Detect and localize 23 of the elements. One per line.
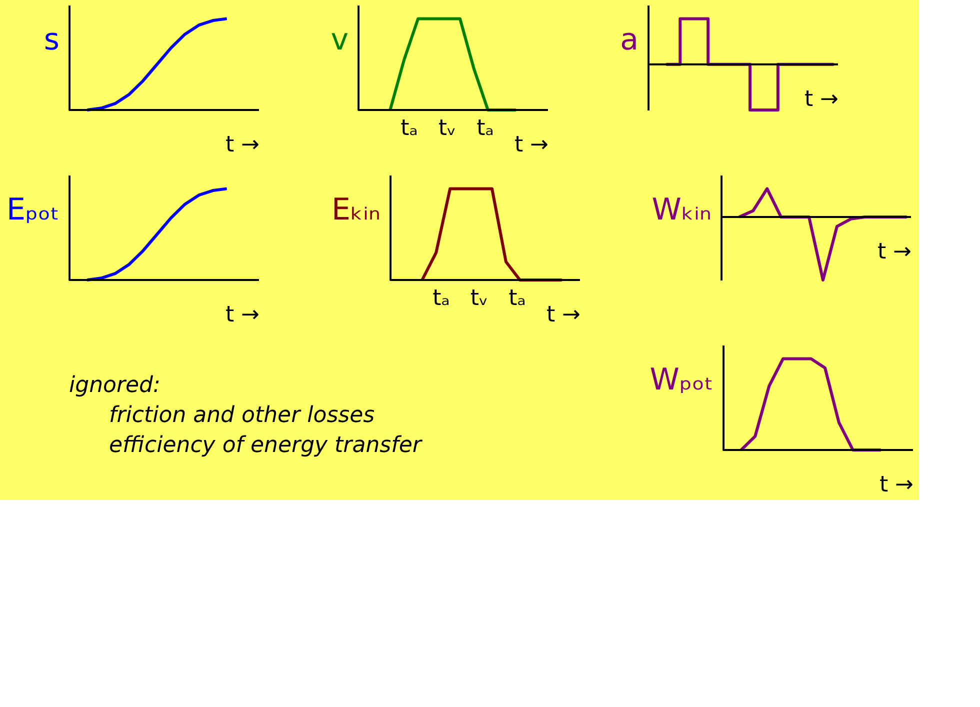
x-axis-title: t → [804, 86, 838, 112]
text: tₐ [432, 286, 450, 311]
y-axis-title: Eₚₒₜ [6, 192, 60, 228]
text: tₐ [400, 116, 418, 141]
x-axis-title: t → [879, 472, 914, 498]
text: tᵥ [438, 116, 456, 141]
y-axis-title: a [620, 22, 638, 58]
text: friction and other losses [109, 403, 375, 428]
text: tₐ [508, 286, 526, 311]
text: efficiency of energy transfer [109, 433, 424, 458]
y-axis-title: s [44, 22, 60, 58]
x-axis-title: t → [225, 302, 260, 328]
text: ignored: [69, 373, 160, 398]
y-axis-title: Eₖᵢₙ [331, 192, 380, 228]
x-axis-title: t → [877, 240, 912, 265]
x-axis-title: t → [546, 302, 580, 328]
y-axis-title: Wₖᵢₙ [652, 192, 712, 228]
x-axis-title: t → [225, 132, 260, 158]
text: tₐ [476, 116, 494, 141]
y-axis-title: v [330, 22, 348, 58]
text: tᵥ [470, 286, 488, 311]
x-axis-title: t → [514, 132, 548, 158]
y-axis-title: Wₚₒₜ [650, 362, 714, 398]
